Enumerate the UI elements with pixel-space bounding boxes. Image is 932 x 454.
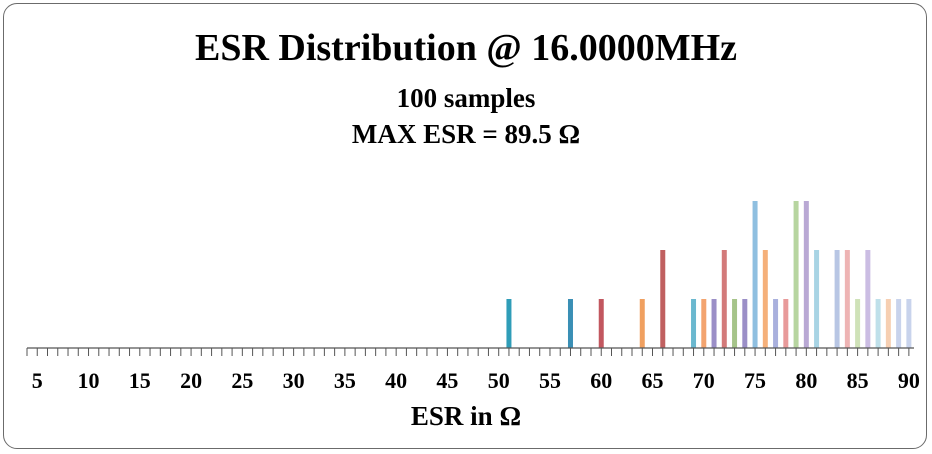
- bar-73: [732, 299, 738, 348]
- chart-max-esr: MAX ESR = 89.5 Ω: [351, 119, 581, 149]
- bar-51: [506, 299, 512, 348]
- bar-80: [803, 201, 809, 348]
- x-tick-label: 85: [847, 368, 869, 393]
- x-tick-label: 35: [334, 368, 356, 393]
- x-tick-label: 20: [180, 368, 202, 393]
- chart-subtitle: 100 samples: [396, 83, 536, 113]
- bar-79: [793, 201, 799, 348]
- x-tick-label: 30: [283, 368, 305, 393]
- bar-85: [855, 299, 861, 348]
- bar-57: [567, 299, 573, 348]
- bar-77: [773, 299, 779, 348]
- bar-72: [721, 250, 727, 348]
- bar-86: [865, 250, 871, 348]
- x-tick-label: 10: [78, 368, 100, 393]
- bar-64: [639, 299, 645, 348]
- chart-frame: [3, 3, 927, 449]
- x-tick-label: 40: [385, 368, 407, 393]
- x-tick-label: 75: [744, 368, 766, 393]
- bar-83: [834, 250, 840, 348]
- bar-88: [885, 299, 891, 348]
- x-tick-label: 55: [539, 368, 561, 393]
- bar-70: [701, 299, 707, 348]
- bar-90: [906, 299, 912, 348]
- bar-87: [875, 299, 881, 348]
- bar-74: [742, 299, 748, 348]
- bar-89: [896, 299, 902, 348]
- bar-84: [844, 250, 850, 348]
- x-tick-label: 5: [32, 368, 43, 393]
- chart-title: ESR Distribution @ 16.0000MHz: [194, 27, 738, 69]
- x-tick-label: 15: [129, 368, 151, 393]
- x-tick-label: 70: [693, 368, 715, 393]
- bar-81: [814, 250, 820, 348]
- x-tick-label: 60: [590, 368, 612, 393]
- x-axis-label: ESR in Ω: [410, 401, 522, 431]
- bar-78: [783, 299, 789, 348]
- x-tick-label: 65: [642, 368, 664, 393]
- bar-66: [660, 250, 666, 348]
- bar-71: [711, 299, 717, 348]
- bar-76: [762, 250, 768, 348]
- x-tick-label: 50: [488, 368, 510, 393]
- bar-75: [752, 201, 758, 348]
- x-tick-label: 45: [436, 368, 458, 393]
- bar-69: [691, 299, 697, 348]
- x-tick-label: 25: [231, 368, 253, 393]
- x-tick-label: 90: [898, 368, 920, 393]
- x-tick-label: 80: [795, 368, 817, 393]
- bar-60: [598, 299, 604, 348]
